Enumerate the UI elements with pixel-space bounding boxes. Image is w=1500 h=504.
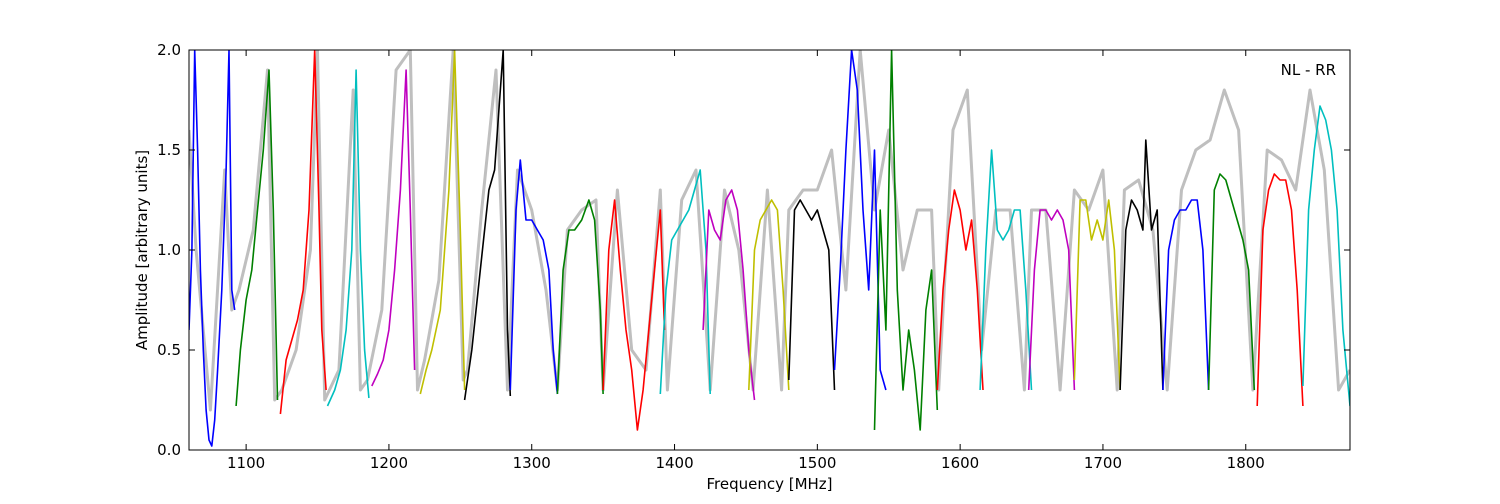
y-tick-label: 1.0 — [157, 241, 181, 259]
x-tick-label: 1100 — [227, 454, 265, 472]
y-tick-label: 1.5 — [157, 141, 181, 159]
series-line-3 — [326, 69, 370, 407]
y-tick-label: 0.5 — [157, 341, 181, 359]
plot-annotation: NL - RR — [1281, 61, 1336, 79]
series-line-12 — [748, 199, 790, 391]
series-line-11 — [702, 189, 756, 401]
x-tick-label: 1800 — [1227, 454, 1265, 472]
x-tick-label: 1400 — [655, 454, 693, 472]
series-line-4 — [371, 69, 416, 387]
x-tick-label: 1500 — [798, 454, 836, 472]
y-tick-label: 2.0 — [157, 41, 181, 59]
series-line-22 — [1207, 173, 1256, 391]
series-line-20 — [1119, 139, 1164, 391]
x-axis-label: Frequency [MHz] — [706, 475, 832, 493]
series-line-15 — [873, 50, 939, 431]
series-line-8 — [556, 199, 604, 395]
y-axis-ticks: 0.0 0.5 1.0 1.5 2.0 — [157, 41, 1350, 459]
y-axis-label: Amplitude [arbitrary units] — [133, 150, 151, 350]
series-line-21 — [1162, 199, 1210, 391]
series-line-24 — [1302, 105, 1350, 407]
series-line-7 — [509, 159, 559, 395]
series-line-6 — [463, 50, 512, 401]
series-line-5 — [419, 50, 466, 395]
series-line-16 — [936, 189, 984, 391]
series-line-18 — [1027, 209, 1076, 391]
y-tick-label: 0.0 — [157, 441, 181, 459]
x-tick-label: 1600 — [941, 454, 979, 472]
series-layer — [189, 50, 1350, 447]
envelope-line — [189, 50, 1350, 412]
series-line-14 — [833, 50, 887, 391]
x-tick-label: 1700 — [1084, 454, 1122, 472]
x-tick-label: 1300 — [513, 454, 551, 472]
x-tick-label: 1200 — [370, 454, 408, 472]
series-line-17 — [979, 149, 1033, 391]
series-line-10 — [659, 169, 711, 395]
series-line-23 — [1256, 173, 1304, 407]
envelope-layer — [189, 50, 1350, 412]
x-axis-ticks: 1100 1200 1300 1400 1500 1600 1700 1800 — [227, 50, 1265, 472]
series-line-0 — [189, 50, 236, 447]
series-line-9 — [602, 199, 666, 431]
series-line-1 — [235, 69, 279, 407]
series-line-13 — [788, 199, 836, 391]
series-line-2 — [279, 50, 327, 415]
series-line-19 — [1073, 199, 1121, 391]
